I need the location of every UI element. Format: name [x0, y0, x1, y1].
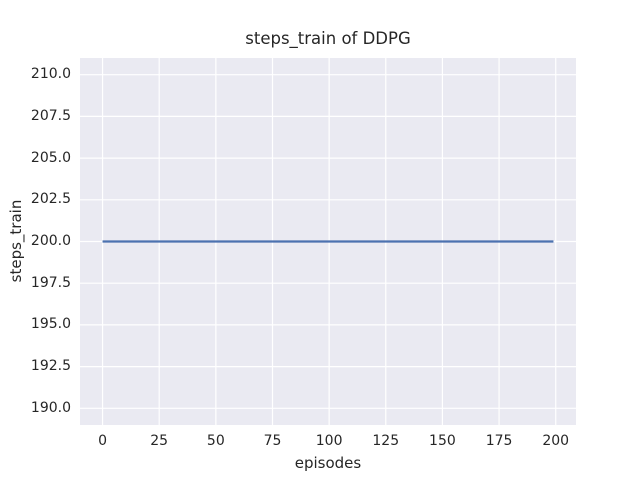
- x-tick-label: 25: [150, 433, 169, 449]
- y-tick-label: 200.0: [30, 233, 71, 249]
- plot-canvas: [80, 58, 576, 425]
- y-tick-label: 207.5: [30, 107, 71, 124]
- x-tick-label: 0: [98, 433, 107, 449]
- y-tick-label: 205.0: [30, 149, 71, 166]
- y-tick-label: 210.0: [30, 66, 71, 83]
- y-tick-label: 195.0: [30, 316, 71, 333]
- y-tick-label: 190.0: [30, 399, 71, 416]
- x-axis-label: episodes: [294, 454, 362, 472]
- x-tick-label: 125: [372, 433, 400, 449]
- x-tick-label: 175: [485, 433, 513, 449]
- x-tick-label: 50: [206, 433, 225, 449]
- y-tick-label: 192.5: [30, 358, 71, 375]
- y-axis-label: steps_train: [7, 199, 25, 283]
- plot-area: [80, 58, 576, 425]
- x-tick-label: 100: [315, 433, 343, 449]
- chart-title: steps_train of DDPG: [245, 29, 411, 48]
- y-tick-label: 197.5: [30, 274, 71, 291]
- x-tick-label: 200: [542, 433, 570, 449]
- x-tick-label: 75: [263, 433, 282, 449]
- y-tick-label: 202.5: [30, 191, 71, 208]
- x-tick-label: 150: [429, 433, 456, 449]
